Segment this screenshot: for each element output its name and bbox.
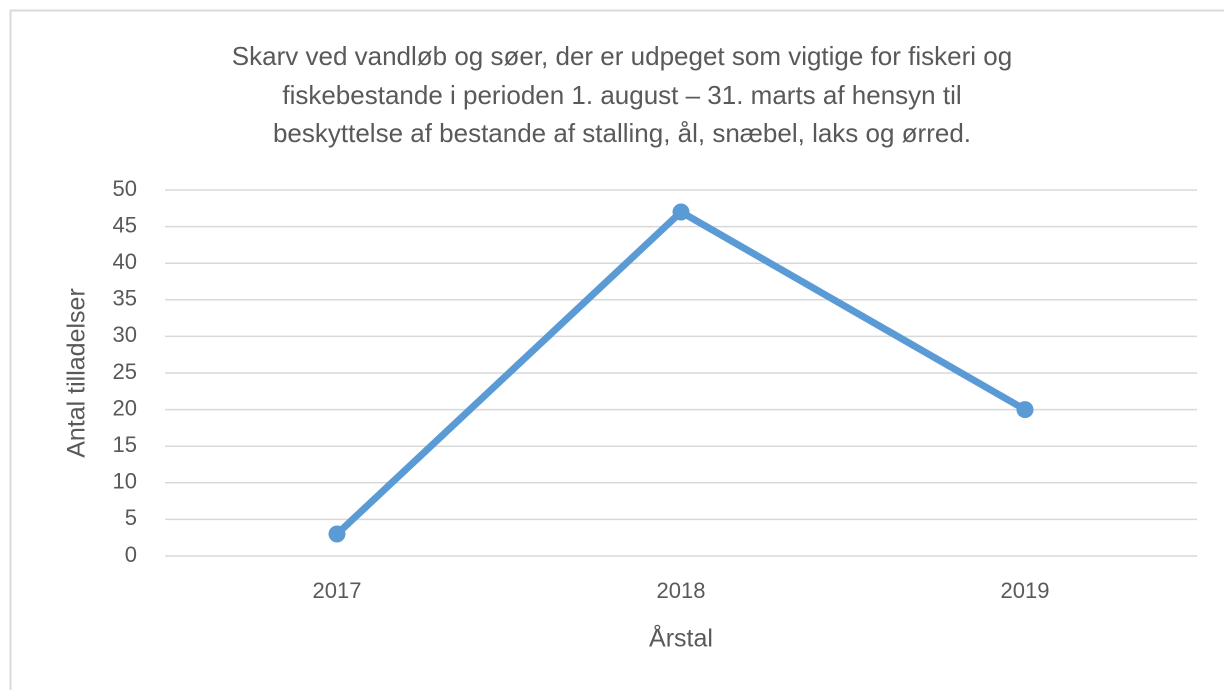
x-tick-label: 2018 [657, 578, 706, 603]
chart-border [9, 9, 1224, 690]
data-point [1016, 401, 1034, 419]
chart-title: fiskebestande i perioden 1. august – 31.… [282, 80, 961, 110]
y-tick-label: 25 [113, 359, 137, 384]
chart-title: Skarv ved vandløb og søer, der er udpege… [232, 41, 1012, 71]
x-tick-label: 2019 [1001, 578, 1050, 603]
chart-title: beskyttelse af bestande af stalling, ål,… [273, 118, 971, 148]
y-tick-label: 10 [113, 469, 137, 494]
y-tick-label: 30 [113, 322, 137, 347]
y-tick-label: 0 [125, 542, 137, 567]
y-tick-label: 15 [113, 432, 137, 457]
y-tick-label: 50 [113, 176, 137, 201]
y-axis-label: Antal tilladelser [63, 288, 91, 458]
data-point [328, 525, 346, 543]
y-tick-label: 40 [113, 249, 137, 274]
y-tick-label: 45 [113, 212, 137, 237]
x-tick-label: 2017 [313, 578, 362, 603]
y-tick-label: 5 [125, 505, 137, 530]
y-tick-label: 35 [113, 286, 137, 311]
y-tick-label: 20 [113, 395, 137, 420]
x-axis-label: Årstal [649, 623, 713, 653]
data-point [672, 203, 690, 221]
